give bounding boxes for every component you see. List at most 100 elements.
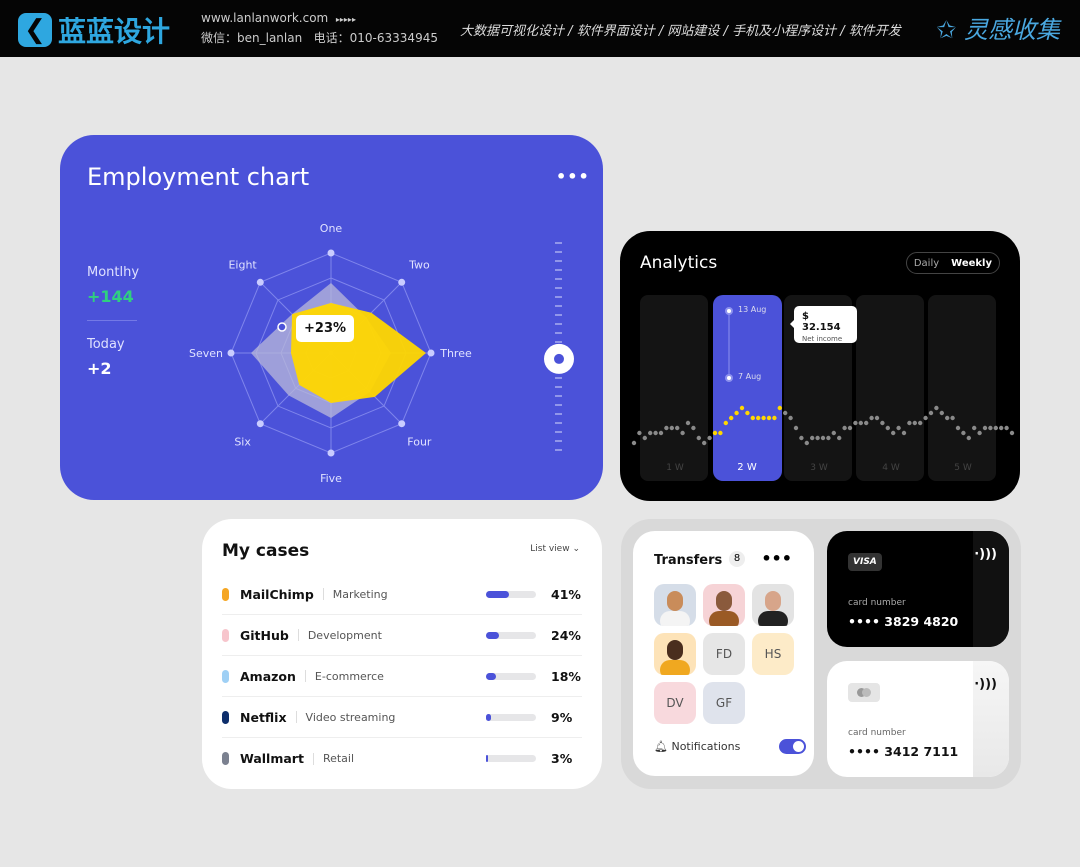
radar-point (227, 349, 235, 357)
mastercard-logo (848, 683, 880, 702)
banner-nav: 大数据可视化设计 / 软件界面设计 / 网站建设 / 手机及小程序设计 / 软件… (460, 24, 901, 39)
more-icon[interactable]: ••• (556, 167, 590, 186)
trend-dot (718, 430, 723, 436)
trend-dot (891, 430, 896, 436)
card-title: Analytics (640, 253, 718, 273)
axis-label-eight: Eight (228, 259, 257, 272)
week-label: 2 W (737, 462, 757, 473)
case-color-icon (222, 752, 229, 765)
case-row[interactable]: MailChimp Marketing 41% (222, 574, 582, 615)
trend-dot (912, 420, 917, 426)
visa-logo: VISA (848, 553, 882, 571)
period-toggle[interactable]: Daily Weekly (905, 252, 1000, 274)
radar-point (327, 449, 335, 457)
toggle-daily[interactable]: Daily (913, 258, 940, 269)
income-tooltip: $ 32.154 Net income (794, 306, 857, 343)
trend-dot (750, 415, 755, 421)
visa-card[interactable]: VISA ·))) card number •••• 3829 4820 (827, 531, 1009, 647)
trend-dot (766, 415, 772, 421)
trend-dot (761, 415, 766, 421)
contact-avatar[interactable]: DV (654, 682, 696, 724)
trend-dot (826, 435, 831, 441)
case-progress (486, 631, 536, 639)
logo: ❮ 蓝蓝设计 (18, 10, 170, 50)
trend-dot (696, 435, 701, 441)
nav-item: 大数据可视化设计 (460, 24, 565, 39)
week-column (856, 295, 924, 481)
contact-avatar[interactable] (703, 584, 745, 626)
trend-dot (928, 410, 934, 416)
trend-dot (702, 440, 707, 446)
card-number: •••• 3829 4820 (848, 614, 959, 629)
wechat: 微信：ben_lanlan (201, 31, 303, 45)
trend-dot (966, 435, 971, 441)
chevron-down-icon: ⌄ (572, 544, 580, 554)
trend-dot (658, 430, 664, 436)
trend-dot (999, 425, 1004, 431)
radar-point (398, 420, 406, 428)
wallet-panel: Transfers 8 ••• FD HS DV GF 🔔︎ Notification… (621, 519, 1021, 789)
radar-point (256, 420, 264, 428)
phone: 电话：010-63334945 (313, 31, 438, 45)
trend-dot (831, 430, 836, 436)
top-banner: ❮ 蓝蓝设计 www.lanlanwork.com ▸▸▸▸▸ 微信：ben_la… (0, 0, 1080, 57)
transfers-card: Transfers 8 ••• FD HS DV GF 🔔︎ Notification… (633, 531, 814, 776)
analytics-card: Analytics Daily Weekly 1 W 2 W 3 W 4 W 5 W 13… (620, 231, 1020, 501)
week-label: 1 W (666, 463, 684, 473)
trend-dot (653, 430, 658, 436)
nav-item: 手机及小程序设计 (732, 24, 837, 39)
vertical-slider[interactable] (540, 235, 580, 465)
list-view-dropdown[interactable]: List view ⌄ (530, 544, 580, 554)
trend-dot (961, 430, 966, 436)
card-label: card number (848, 598, 906, 608)
trend-dot (1004, 425, 1009, 431)
trend-dot (739, 405, 745, 411)
logo-icon: ❮ (18, 13, 52, 47)
axis-label-two: Two (408, 259, 430, 272)
trend-dot (988, 425, 993, 431)
trend-dot (675, 425, 680, 431)
trend-dot (648, 430, 653, 436)
trend-dot (712, 430, 718, 436)
contact-avatar[interactable] (654, 633, 696, 675)
trend-dot (669, 425, 674, 431)
trend-dot (707, 435, 712, 441)
axis-label-six: Six (234, 435, 251, 448)
case-color-icon (222, 710, 229, 724)
case-row[interactable]: Amazon E-commerce 18% (222, 656, 582, 697)
nav-item: 软件开发 (848, 24, 901, 39)
contact-avatar[interactable]: FD (703, 633, 745, 675)
contact-avatar[interactable]: HS (752, 633, 794, 675)
mastercard-card[interactable]: ·))) card number •••• 3412 7111 (827, 661, 1009, 777)
case-row[interactable]: GitHub Development 24% (222, 615, 582, 656)
trend-dot (993, 425, 998, 431)
trend-dot (723, 420, 728, 426)
transfers-count: 8 (729, 551, 745, 567)
arrows-icon: ▸▸▸▸▸ (335, 15, 356, 24)
trend-dot (896, 425, 901, 431)
case-row[interactable]: Wallmart Retail 3% (222, 738, 582, 779)
week-column (928, 295, 996, 481)
contact-avatar[interactable] (752, 584, 794, 626)
week-label: 5 W (954, 463, 972, 473)
contact-avatar[interactable] (654, 584, 696, 626)
trend-dot (837, 435, 842, 441)
notifications-toggle[interactable] (779, 739, 806, 754)
radar-marker (277, 322, 287, 332)
case-category: Development (307, 628, 382, 642)
nav-item: 软件界面设计 (576, 24, 655, 39)
toggle-weekly[interactable]: Weekly (945, 254, 998, 272)
card-label: card number (848, 728, 906, 738)
case-row[interactable]: Netflix Video streaming 9% (222, 697, 582, 738)
trend-dot (788, 415, 793, 421)
trend-dot (842, 425, 847, 431)
axis-label-seven: Seven (189, 347, 223, 360)
radar-point (327, 249, 335, 257)
week-label: 4 W (882, 463, 900, 473)
trend-dot (680, 430, 685, 436)
more-icon[interactable]: ••• (761, 549, 792, 568)
contact-avatar[interactable]: GF (703, 682, 745, 724)
trend-dot (864, 420, 869, 426)
website: www.lanlanwork.com (201, 11, 329, 25)
case-percent: 24% (551, 627, 581, 643)
